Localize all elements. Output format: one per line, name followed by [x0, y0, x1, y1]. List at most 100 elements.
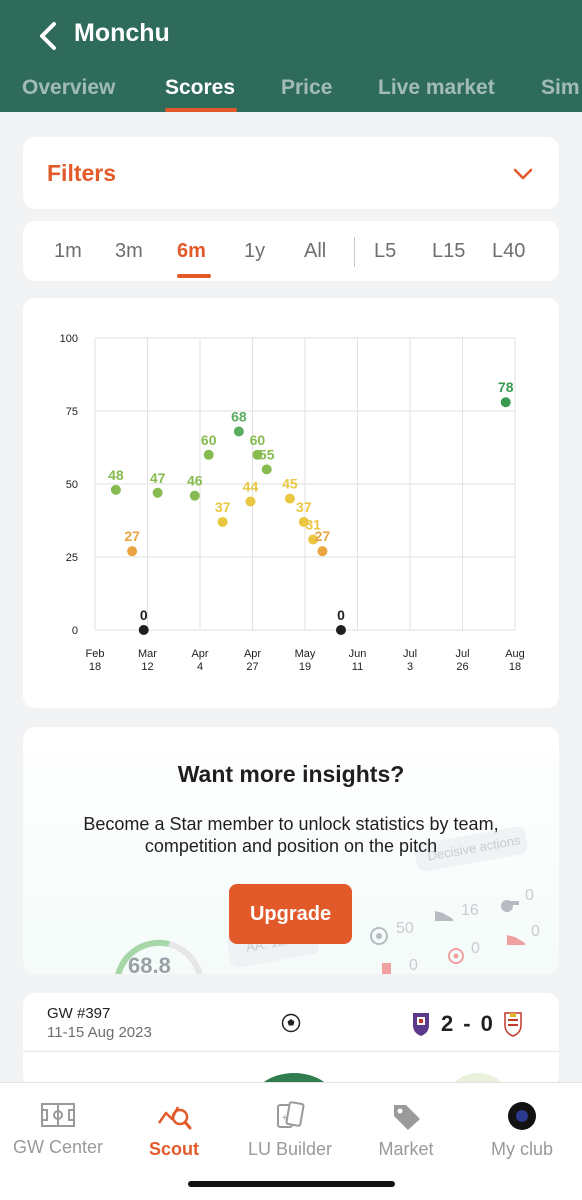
data-label: 27 [315, 528, 331, 544]
nav-scout[interactable]: Scout [116, 1101, 232, 1160]
data-point [308, 534, 319, 545]
cards-icon: + [277, 1101, 305, 1128]
red-boot-icon [507, 935, 525, 945]
active-tab-indicator [165, 108, 237, 112]
score-separator: - [463, 1011, 471, 1036]
chevron-left-icon [40, 22, 56, 50]
stat-goals: 50 [396, 920, 414, 937]
red-ball-icon [448, 948, 464, 964]
stat-red-card: 0 [409, 957, 418, 974]
x-tick-label: Feb 18 [86, 648, 105, 673]
stat-red-ball: 0 [471, 940, 480, 957]
back-button[interactable] [30, 18, 66, 54]
data-label: 46 [187, 473, 203, 489]
filters-panel[interactable]: Filters [23, 137, 559, 209]
data-point [217, 516, 228, 527]
range-l40[interactable]: L40 [492, 240, 526, 262]
stat-assists: 16 [461, 902, 479, 919]
active-range-indicator [177, 274, 211, 278]
data-point [233, 426, 244, 437]
data-label: 47 [150, 470, 166, 486]
gameweek-dates: 11-15 Aug 2023 [47, 1024, 152, 1041]
nav-my-club[interactable]: My club [464, 1101, 580, 1160]
tab-live-market[interactable]: Live market [378, 76, 495, 99]
bottom-navigation: GW Center Scout + LU Builder Market My c… [0, 1082, 582, 1200]
tab-overview[interactable]: Overview [22, 76, 116, 99]
data-point [203, 449, 214, 460]
data-point [252, 449, 263, 460]
data-point [500, 397, 511, 408]
data-point [152, 487, 163, 498]
tab-scores[interactable]: Scores [165, 76, 236, 99]
nav-label: Scout [148, 1139, 199, 1159]
range-1m[interactable]: 1m [54, 240, 82, 262]
svg-text:+: + [282, 1113, 288, 1124]
red-card-icon [382, 963, 391, 974]
tag-icon [394, 1105, 420, 1130]
data-point [284, 493, 295, 504]
data-label: 31 [305, 516, 321, 532]
tab-sim[interactable]: Sim [541, 76, 580, 99]
x-tick-label: May 19 [295, 648, 316, 673]
scores-chart: 0 25 50 75 100 Feb 18 Mar 12 Apr 4 Apr 27 May 19 Jun 11… [60, 333, 525, 673]
scores-chart-card: 0 25 50 75 100 Feb 18 Mar 12 Apr 4 Apr 27 May 19 Jun 11… [23, 298, 559, 708]
data-point [138, 625, 149, 635]
data-point [127, 546, 138, 557]
away-team-crest-icon [504, 1012, 522, 1037]
range-3m[interactable]: 3m [115, 240, 143, 262]
home-goals: 2 [441, 1011, 454, 1036]
data-label: 45 [282, 476, 298, 492]
x-tick-label: Apr 4 [191, 648, 208, 673]
range-divider [354, 237, 355, 267]
page-title: Monchu [74, 19, 170, 47]
range-all[interactable]: All [304, 240, 327, 262]
tab-price[interactable]: Price [281, 76, 333, 99]
data-label: 60 [201, 432, 217, 448]
gauge-score: 68.8 [128, 953, 171, 974]
filters-label: Filters [47, 160, 117, 186]
nav-gw-center[interactable]: GW Center [0, 1101, 116, 1158]
data-point [298, 516, 309, 527]
data-label: 37 [296, 499, 312, 515]
range-l5[interactable]: L5 [374, 240, 397, 262]
whistle-icon [501, 900, 519, 912]
top-app-bar: Monchu Overview Scores Price Live market… [0, 0, 582, 112]
y-tick-label: 25 [66, 552, 78, 564]
range-l15[interactable]: L15 [432, 240, 466, 262]
soccer-ball-icon [281, 1013, 301, 1033]
boot-icon [435, 911, 453, 921]
club-avatar-icon [508, 1102, 536, 1130]
stat-whistle: 0 [525, 887, 534, 904]
soccer-ball-icon [370, 927, 388, 945]
x-tick-label: Apr 27 [244, 648, 261, 673]
x-tick-label: Aug 18 [505, 648, 525, 673]
y-tick-label: 0 [72, 625, 78, 637]
y-tick-label: 75 [66, 406, 78, 418]
range-6m[interactable]: 6m [177, 240, 206, 262]
tab-bar: Overview Scores Price Live market Sim [0, 70, 582, 112]
x-tick-label: Jul 26 [455, 648, 469, 673]
away-goals: 0 [480, 1011, 493, 1036]
home-team-crest-icon [413, 1013, 429, 1036]
nav-lu-builder[interactable]: + LU Builder [232, 1101, 348, 1160]
data-label: 55 [259, 446, 275, 462]
data-point [110, 484, 121, 495]
data-label: 60 [250, 432, 266, 448]
nav-market[interactable]: Market [348, 1101, 464, 1160]
data-label: 68 [231, 408, 247, 424]
range-selector: 1m 3m 6m 1y All L5 L15 L40 [23, 221, 559, 281]
match-divider [23, 1051, 559, 1052]
nav-label: My club [490, 1139, 553, 1159]
data-label: 44 [243, 479, 259, 495]
match-card[interactable]: GW #397 11-15 Aug 2023 2 - 0 [23, 993, 559, 1088]
data-label: 37 [215, 499, 231, 515]
scout-chart-icon [157, 1106, 192, 1130]
stat-red-boot: 0 [531, 923, 540, 940]
data-point [335, 625, 346, 635]
promo-subtitle: Become a Star member to unlock statistic… [83, 814, 499, 856]
data-label: 0 [140, 607, 148, 623]
chevron-down-icon[interactable] [511, 162, 535, 186]
upgrade-button[interactable]: Upgrade [229, 884, 352, 944]
range-1y[interactable]: 1y [244, 240, 266, 262]
data-label: 27 [124, 528, 140, 544]
